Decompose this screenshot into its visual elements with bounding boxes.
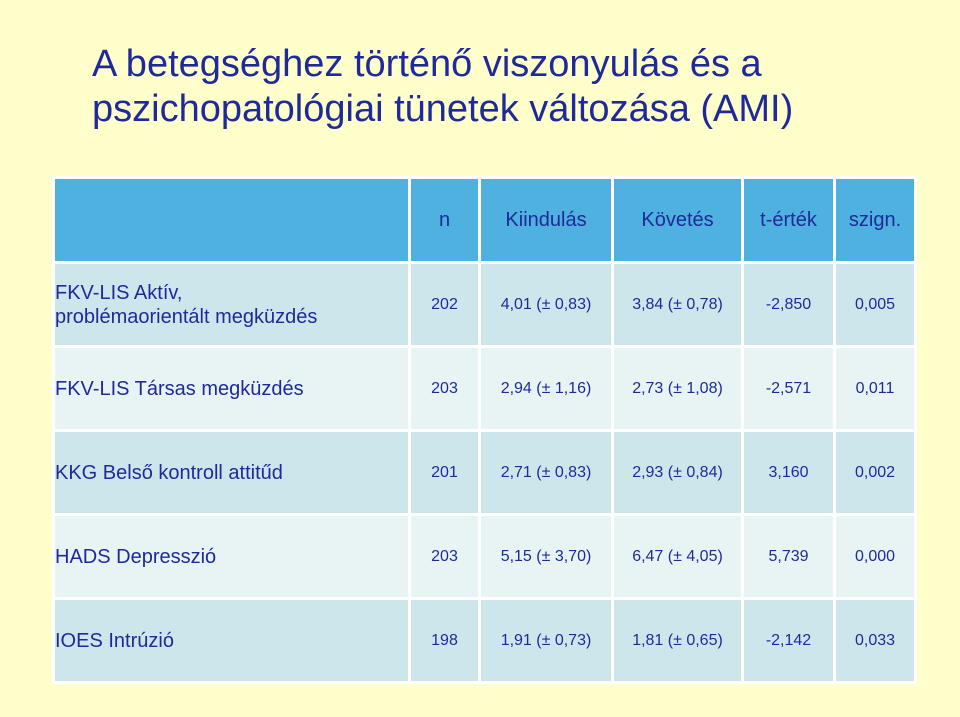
cell-n: 203 [408, 513, 481, 600]
cell-baseline: 2,71 (± 0,83) [478, 429, 614, 516]
cell-baseline: 4,01 (± 0,83) [478, 261, 614, 348]
column-header-followup: Követés [611, 176, 744, 264]
slide-title: A betegséghez történő viszonyulás és a p… [92, 42, 932, 132]
table-row: KKG Belső kontroll attitűd 201 2,71 (± 0… [52, 429, 917, 516]
cell-t-value: 5,739 [741, 513, 836, 600]
cell-significance: 0,011 [833, 345, 917, 432]
cell-t-value: -2,571 [741, 345, 836, 432]
row-label: HADS Depresszió [52, 513, 411, 600]
cell-n: 198 [408, 597, 481, 684]
slide-title-line-1: A betegséghez történő viszonyulás és a [92, 43, 762, 85]
results-table: n Kiindulás Követés t-érték szign. FKV-L… [52, 176, 917, 684]
cell-baseline: 1,91 (± 0,73) [478, 597, 614, 684]
cell-significance: 0,033 [833, 597, 917, 684]
cell-baseline: 5,15 (± 3,70) [478, 513, 614, 600]
cell-followup: 3,84 (± 0,78) [611, 261, 744, 348]
table-row: FKV-LIS Társas megküzdés 203 2,94 (± 1,1… [52, 345, 917, 432]
slide-title-line-2: pszichopatológiai tünetek változása (AMI… [92, 88, 794, 130]
row-label: FKV-LIS Társas megküzdés [52, 345, 411, 432]
row-label-line-2: problémaorientált megküzdés [55, 305, 318, 328]
column-header-t-value: t-érték [741, 176, 836, 264]
cell-t-value: -2,142 [741, 597, 836, 684]
row-label: KKG Belső kontroll attitűd [52, 429, 411, 516]
cell-n: 201 [408, 429, 481, 516]
cell-significance: 0,000 [833, 513, 917, 600]
column-header-n: n [408, 176, 481, 264]
cell-followup: 2,73 (± 1,08) [611, 345, 744, 432]
row-label-line-1: FKV-LIS Aktív, [55, 281, 183, 304]
row-label-line-1: FKV-LIS Társas megküzdés [55, 377, 304, 400]
column-header-significance: szign. [833, 176, 917, 264]
cell-t-value: 3,160 [741, 429, 836, 516]
table-header-row: n Kiindulás Követés t-érték szign. [52, 176, 917, 264]
cell-t-value: -2,850 [741, 261, 836, 348]
cell-followup: 1,81 (± 0,65) [611, 597, 744, 684]
cell-n: 203 [408, 345, 481, 432]
table-row: HADS Depresszió 203 5,15 (± 3,70) 6,47 (… [52, 513, 917, 600]
cell-baseline: 2,94 (± 1,16) [478, 345, 614, 432]
cell-n: 202 [408, 261, 481, 348]
column-header-baseline: Kiindulás [478, 176, 614, 264]
row-label-line-1: HADS Depresszió [55, 545, 217, 568]
row-label: IOES Intrúzió [52, 597, 411, 684]
cell-followup: 6,47 (± 4,05) [611, 513, 744, 600]
row-label-line-1: IOES Intrúzió [55, 629, 174, 652]
cell-significance: 0,002 [833, 429, 917, 516]
row-label-line-1: KKG Belső kontroll attitűd [55, 461, 283, 484]
table-row: FKV-LIS Aktív, problémaorientált megküzd… [52, 261, 917, 348]
cell-followup: 2,93 (± 0,84) [611, 429, 744, 516]
header-corner-cell [52, 176, 411, 264]
table-row: IOES Intrúzió 198 1,91 (± 0,73) 1,81 (± … [52, 597, 917, 684]
row-label: FKV-LIS Aktív, problémaorientált megküzd… [52, 261, 411, 348]
cell-significance: 0,005 [833, 261, 917, 348]
